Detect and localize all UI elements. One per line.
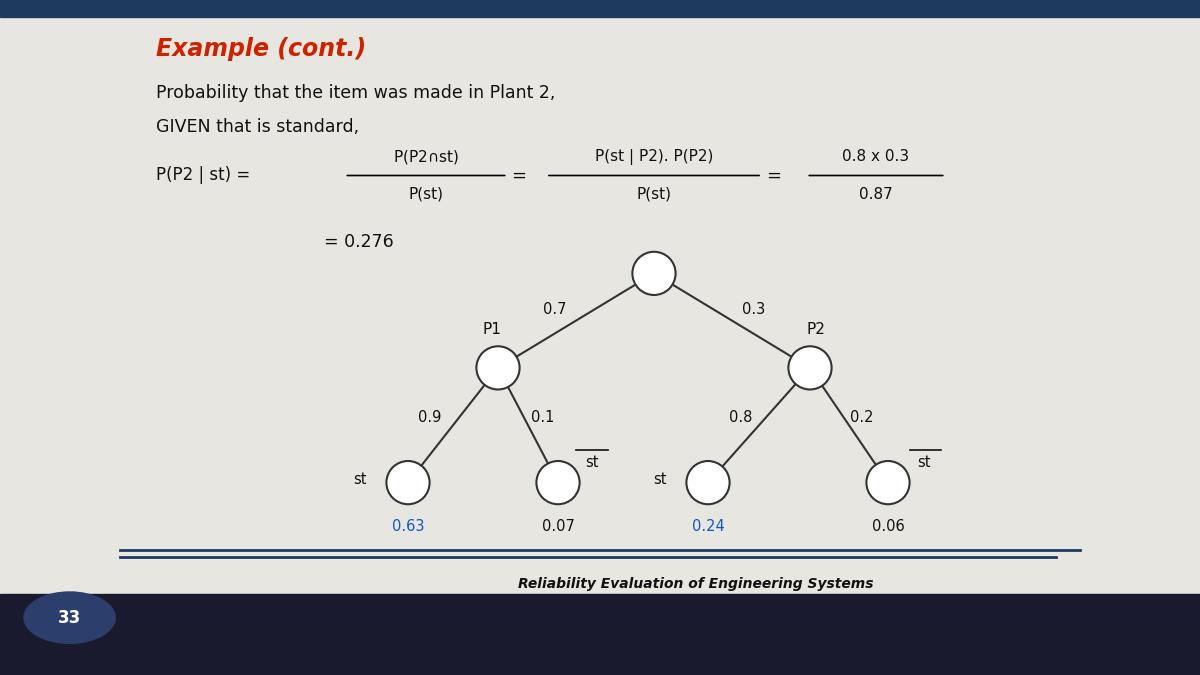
- Text: = 0.276: = 0.276: [324, 233, 394, 251]
- Text: 0.2: 0.2: [850, 410, 874, 425]
- Text: 0.87: 0.87: [859, 187, 893, 202]
- Text: 0.3: 0.3: [742, 302, 766, 317]
- Text: 0.06: 0.06: [871, 519, 905, 534]
- Circle shape: [24, 592, 115, 643]
- Text: 0.07: 0.07: [541, 519, 575, 534]
- Text: Example (cont.): Example (cont.): [156, 37, 366, 61]
- Text: P(st): P(st): [636, 187, 672, 202]
- Bar: [0, 0, 1200, 17]
- Text: P2: P2: [806, 323, 826, 338]
- Text: Tuesday, 08 June 2021: Tuesday, 08 June 2021: [156, 611, 312, 624]
- Text: Probability that the item was made in Plant 2,: Probability that the item was made in Pl…: [156, 84, 556, 103]
- Ellipse shape: [536, 461, 580, 504]
- Text: 0.7: 0.7: [542, 302, 566, 317]
- Text: P1: P1: [482, 323, 502, 338]
- Text: 0.1: 0.1: [530, 410, 554, 425]
- Text: P(P2 | st) =: P(P2 | st) =: [156, 167, 251, 184]
- Ellipse shape: [686, 461, 730, 504]
- Text: st: st: [584, 455, 599, 470]
- Ellipse shape: [866, 461, 910, 504]
- Text: P(P2$\cap$st): P(P2$\cap$st): [394, 148, 458, 165]
- Bar: [0, 594, 1200, 675]
- Ellipse shape: [632, 252, 676, 295]
- Ellipse shape: [386, 461, 430, 504]
- Text: 0.63: 0.63: [391, 519, 425, 534]
- Text: 0.8 x 0.3: 0.8 x 0.3: [842, 149, 910, 164]
- Text: 0.24: 0.24: [691, 519, 725, 534]
- Text: 33: 33: [58, 609, 82, 626]
- Text: 0.9: 0.9: [418, 410, 442, 425]
- Text: =: =: [767, 167, 781, 184]
- Ellipse shape: [476, 346, 520, 389]
- Text: P(st): P(st): [408, 187, 444, 202]
- Text: st: st: [917, 455, 931, 470]
- Text: ENG: ENG: [1057, 608, 1091, 621]
- Text: 0.8: 0.8: [728, 410, 752, 425]
- Text: P(st | P2). P(P2): P(st | P2). P(P2): [595, 148, 713, 165]
- Text: st: st: [353, 472, 367, 487]
- Text: =: =: [511, 167, 526, 184]
- Text: GIVEN that is standard,: GIVEN that is standard,: [156, 118, 359, 136]
- Text: st: st: [653, 472, 667, 487]
- Text: Reliability Evaluation of Engineering Systems: Reliability Evaluation of Engineering Sy…: [518, 577, 874, 591]
- Ellipse shape: [788, 346, 832, 389]
